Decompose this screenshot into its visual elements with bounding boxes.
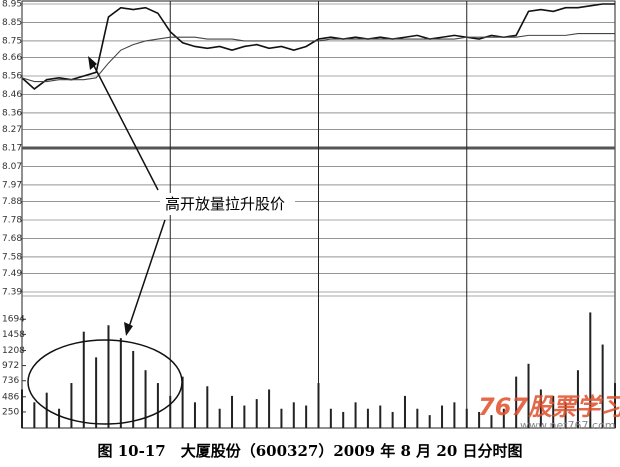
volume-bar <box>181 376 184 428</box>
volume-bar <box>132 350 135 428</box>
y-tick-label: 7.78 <box>2 216 22 226</box>
volume-bar <box>119 338 122 428</box>
volume-bar <box>218 408 221 428</box>
volume-bar <box>576 370 579 428</box>
volume-bar <box>441 405 444 428</box>
volume-bar <box>70 383 73 428</box>
y2-tick-label: 486 <box>2 392 19 402</box>
volume-bar <box>354 402 357 428</box>
volume-bar <box>292 402 295 428</box>
volume-bar <box>539 389 542 428</box>
watermark-url: www.net767.com <box>520 419 616 432</box>
price-line <box>21 3 615 90</box>
volume-bar <box>21 389 23 428</box>
volume-bar <box>169 395 172 428</box>
volume-bar <box>379 405 382 428</box>
annotation: 高开放量拉升股价 <box>165 195 285 213</box>
arrow <box>91 61 159 191</box>
volume-bar <box>206 386 209 428</box>
y-tick-label: 8.75 <box>2 36 22 46</box>
arrow <box>127 219 166 331</box>
volume-bar <box>95 357 98 428</box>
highlight-ellipse <box>27 339 183 425</box>
y-tick-label: 8.27 <box>2 125 22 135</box>
caption: 图 10-17 大厦股份（600327）2009 年 8 月 20 日分时图 <box>98 442 523 460</box>
volume-bar <box>366 408 369 428</box>
volume-bar <box>144 370 147 428</box>
volume-bar <box>342 411 345 428</box>
volume-bar <box>478 411 481 428</box>
y2-tick-label: 250 <box>2 407 19 417</box>
volume-bar <box>391 411 394 428</box>
y2-tick-label: 1208 <box>2 346 25 356</box>
y-tick-label: 7.88 <box>2 197 22 207</box>
y-tick-label: 7.49 <box>2 269 22 279</box>
volume-bar <box>601 344 604 428</box>
y2-tick-label: 736 <box>2 376 19 386</box>
y-tick-label: 7.39 <box>2 288 22 298</box>
volume-bar <box>193 402 196 428</box>
volume-bar <box>58 408 61 428</box>
volume-bar <box>614 383 616 428</box>
y-tick-label: 8.56 <box>2 72 22 82</box>
chart-content: 8.95 8.85 8.75 8.66 8.56 8.46 8.36 8.27 8.17 8.07… <box>2 0 616 428</box>
y-tick-label: 8.46 <box>2 90 22 100</box>
volume-bar <box>243 405 246 428</box>
volume-bar <box>465 408 468 428</box>
volume-bar <box>156 383 159 428</box>
volume-bar <box>317 383 320 428</box>
arrow-head <box>124 322 133 336</box>
volume-bar <box>255 399 258 428</box>
volume-bar <box>268 389 271 428</box>
volume-bar <box>564 402 567 428</box>
y2-tick-label: 1694 <box>2 315 25 325</box>
watermark: 767股票学习网 <box>478 393 620 421</box>
y2-tick-label: 972 <box>2 361 19 371</box>
volume-bar <box>527 363 530 428</box>
volume-bar <box>305 405 308 428</box>
volume-bar <box>231 395 234 428</box>
arrow-head <box>88 56 97 70</box>
volume-bar <box>589 312 592 428</box>
y-tick-label: 8.07 <box>2 162 22 172</box>
volume-bar <box>82 331 85 428</box>
y2-tick-label: 1458 <box>2 330 25 340</box>
y-tick-label: 7.97 <box>2 180 22 190</box>
volume-bar <box>428 415 431 428</box>
volume-bar <box>329 408 332 428</box>
volume-bar <box>280 408 283 428</box>
volume-bar <box>502 408 505 428</box>
annotation-bg <box>160 193 295 215</box>
volume-bar <box>416 408 419 428</box>
volume-bar <box>453 402 456 428</box>
volume-bar <box>33 402 36 428</box>
y-tick-label: 8.66 <box>2 53 22 63</box>
volume-bar <box>403 395 406 428</box>
average-line <box>21 32 615 83</box>
y-tick-label: 8.17 <box>2 144 22 154</box>
volume-bar <box>107 325 110 428</box>
y-tick-label: 8.95 <box>2 0 22 10</box>
y-tick-label: 7.58 <box>2 252 22 262</box>
volume-bar <box>490 415 493 428</box>
volume-bar <box>515 376 518 428</box>
y-tick-label: 8.85 <box>2 18 22 28</box>
y-tick-label: 7.68 <box>2 234 22 244</box>
volume-bar <box>552 395 555 428</box>
y-tick-label: 8.36 <box>2 108 22 118</box>
